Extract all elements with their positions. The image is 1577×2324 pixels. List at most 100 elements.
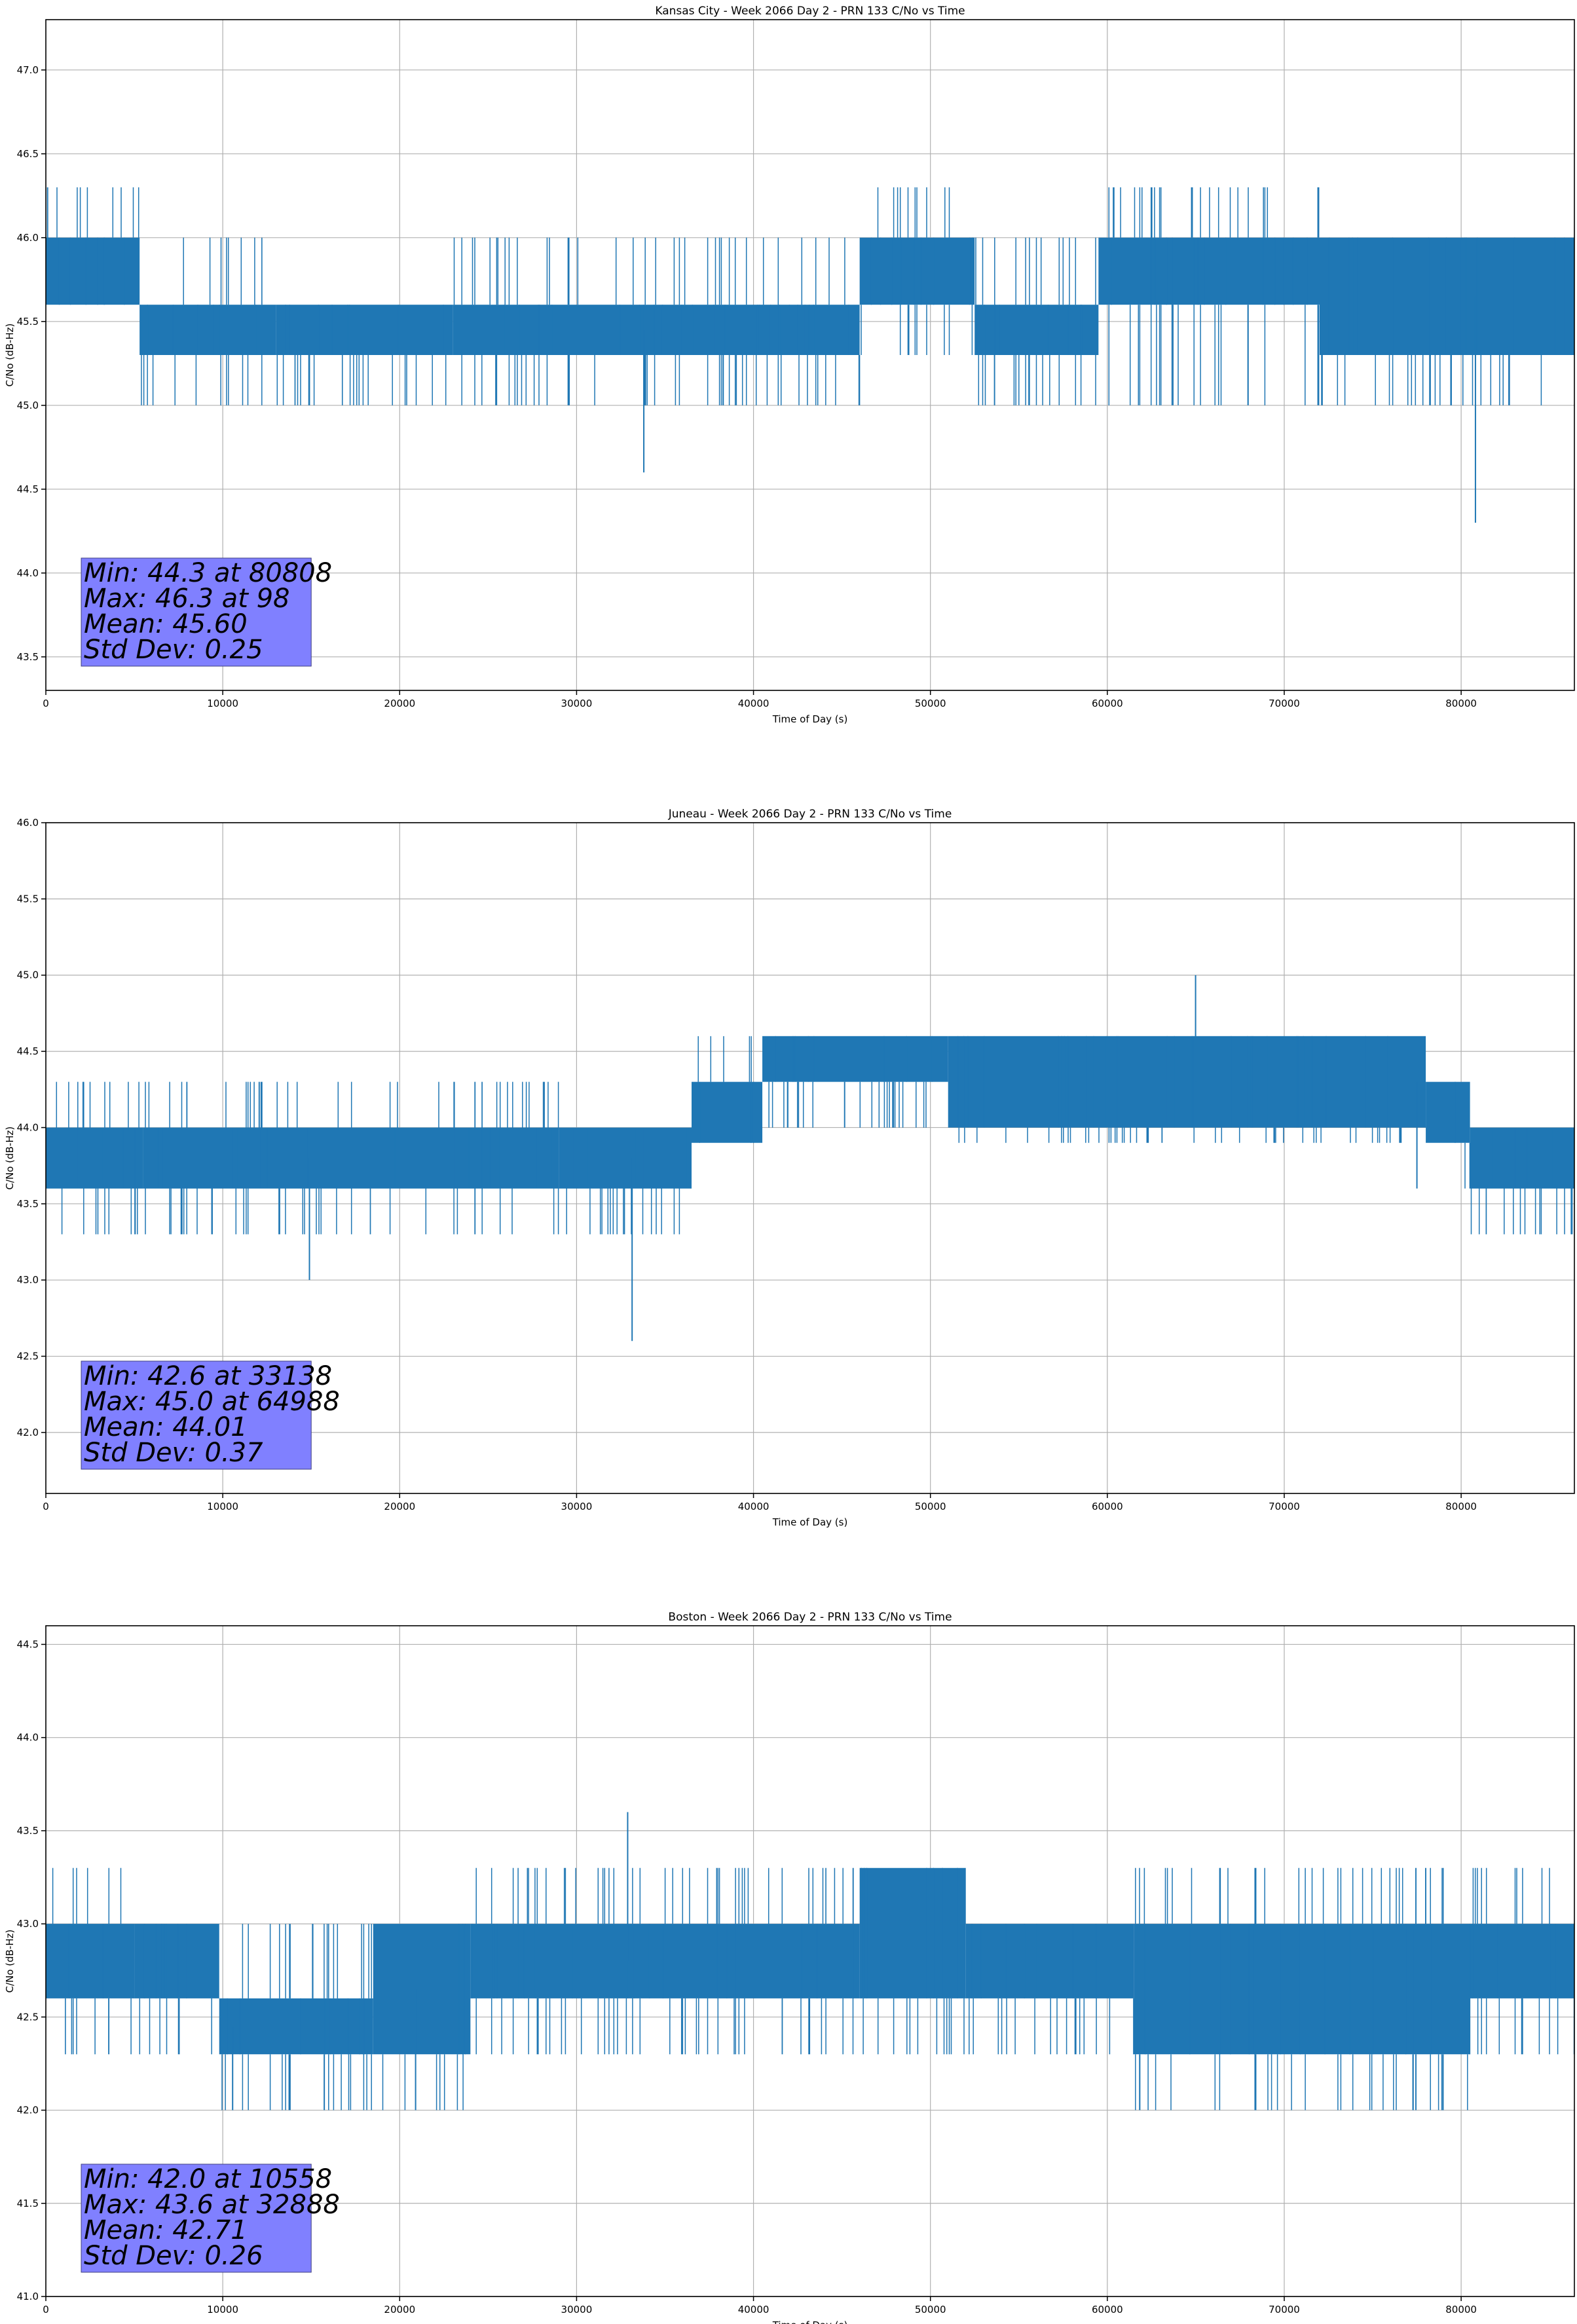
y-tick-label: 43.5 (17, 651, 39, 663)
stats-line: Std Dev: 0.26 (84, 2241, 263, 2271)
x-tick-label: 50000 (915, 1501, 946, 1512)
chart-title: Kansas City - Week 2066 Day 2 - PRN 133 … (655, 5, 965, 18)
x-tick-label: 10000 (207, 2304, 238, 2315)
series-spikes (46, 1036, 1573, 1235)
x-tick-label: 60000 (1092, 698, 1123, 709)
series-band (46, 1924, 135, 1998)
chart-panel-3: 0 10000 20000 30000 40000 50000 60000 70000 8000… (4, 1611, 1575, 2324)
stats-line: Max: 46.3 at 98 (84, 584, 289, 614)
y-tick-label: 42.0 (17, 1427, 39, 1438)
stats-line: Mean: 44.01 (84, 1412, 248, 1442)
y-tick-label: 46.5 (17, 148, 39, 160)
series-band (143, 1127, 559, 1189)
x-tick-label: 80000 (1445, 2304, 1477, 2315)
y-tick-label: 45.0 (17, 400, 39, 411)
chart-title: Boston - Week 2066 Day 2 - PRN 133 C/No … (668, 1611, 952, 1624)
y-tick-label: 42.5 (17, 2011, 39, 2023)
x-tick-label: 50000 (915, 2304, 946, 2315)
series-cno (46, 187, 1574, 523)
stats-line: Mean: 42.71 (84, 2215, 248, 2245)
y-tick-label: 44.5 (17, 1638, 39, 1650)
x-tick-label: 60000 (1092, 2304, 1123, 2315)
y-tick-label: 45.5 (17, 893, 39, 905)
y-axis-label: C/No (dB-Hz) (4, 324, 16, 387)
y-tick-label: 41.5 (17, 2198, 39, 2209)
series-band (559, 1127, 692, 1189)
x-tick-label: 80000 (1445, 698, 1477, 709)
y-tick-label: 43.5 (17, 1198, 39, 1210)
x-axis-label: Time of Day (s) (772, 2319, 848, 2324)
series-band (965, 1924, 1134, 1998)
y-tick-label: 43.5 (17, 1825, 39, 1837)
y-tick-label: 45.5 (17, 316, 39, 328)
x-tick-label: 30000 (561, 698, 593, 709)
y-tick-label: 44.0 (17, 567, 39, 579)
series-band (762, 1036, 948, 1082)
series-band (1320, 237, 1574, 355)
x-tick-label: 0 (43, 1501, 49, 1512)
x-tick-label: 0 (43, 698, 49, 709)
x-tick-label: 30000 (561, 2304, 593, 2315)
y-tick-label: 44.0 (17, 1121, 39, 1133)
x-tick-label: 60000 (1092, 1501, 1123, 1512)
x-tick-label: 10000 (207, 1501, 238, 1512)
x-tick-label: 0 (43, 2304, 49, 2315)
series-band (692, 1081, 763, 1143)
series-band (134, 1924, 219, 1998)
y-tick-label: 42.5 (17, 1351, 39, 1362)
y-tick-label: 43.0 (17, 1274, 39, 1286)
series-band (276, 305, 453, 355)
x-tick-label: 30000 (561, 1501, 593, 1512)
stats-line: Std Dev: 0.37 (84, 1438, 263, 1468)
y-tick-label: 46.0 (17, 817, 39, 829)
stats-line: Max: 45.0 at 64988 (84, 1387, 340, 1417)
series-band (46, 237, 140, 305)
series-band (859, 1867, 966, 1998)
stats-line: Min: 44.3 at 80808 (84, 558, 332, 588)
x-tick-label: 10000 (207, 698, 238, 709)
series-band (373, 1924, 471, 2055)
series-band (139, 305, 276, 355)
y-tick-label: 45.0 (17, 969, 39, 981)
series-band (1098, 237, 1320, 305)
y-axis-label: C/No (dB-Hz) (4, 1930, 16, 1993)
axes-frame (45, 1625, 1575, 2297)
series-band (46, 1127, 143, 1189)
series-band (219, 1998, 373, 2055)
x-tick-label: 20000 (384, 2304, 415, 2315)
stats-line: Min: 42.6 at 33138 (84, 1361, 332, 1391)
x-axis-label: Time of Day (s) (772, 1516, 848, 1528)
series-band (1470, 1127, 1574, 1189)
series-spikes (56, 187, 1565, 405)
y-tick-label: 44.5 (17, 1045, 39, 1057)
series-cno (46, 975, 1574, 1341)
x-tick-label: 20000 (384, 698, 415, 709)
y-tick-label: 47.0 (17, 64, 39, 76)
series-band (859, 237, 975, 305)
y-tick-label: 43.0 (17, 1918, 39, 1930)
series-band (1426, 1081, 1470, 1143)
series-band (453, 305, 860, 355)
y-tick-label: 41.0 (17, 2291, 39, 2302)
series-band (974, 305, 1099, 355)
y-tick-label: 44.5 (17, 483, 39, 495)
y-tick-label: 46.0 (17, 232, 39, 244)
series-band (470, 1924, 860, 1998)
series-band (948, 1036, 1426, 1128)
x-tick-label: 40000 (738, 2304, 770, 2315)
x-tick-label: 70000 (1269, 698, 1300, 709)
stats-line: Std Dev: 0.25 (84, 635, 263, 665)
x-tick-label: 20000 (384, 1501, 415, 1512)
x-tick-label: 50000 (915, 698, 946, 709)
stats-line: Mean: 45.60 (84, 609, 248, 639)
stats-box-background (81, 1360, 312, 1470)
x-tick-label: 40000 (738, 1501, 770, 1512)
stats-line: Max: 43.6 at 32888 (84, 2190, 340, 2220)
x-tick-label: 40000 (738, 698, 770, 709)
series-band (1470, 1924, 1574, 1998)
chart-title: Juneau - Week 2066 Day 2 - PRN 133 C/No … (668, 808, 952, 821)
y-axis-label: C/No (dB-Hz) (4, 1127, 16, 1190)
axes-frame (45, 822, 1575, 1494)
